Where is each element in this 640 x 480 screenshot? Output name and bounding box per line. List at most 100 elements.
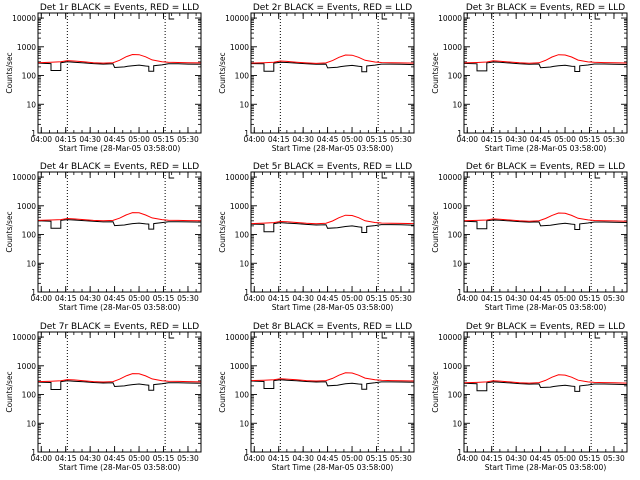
lld-series-line xyxy=(250,54,415,64)
y-tick-label: 10 xyxy=(452,259,462,268)
chart-title: Det 1r BLACK = Events, RED = LLD xyxy=(40,3,199,13)
chart-panel-6: Det 6r BLACK = Events, RED = LLD 1 10 100 10… xyxy=(431,162,628,312)
events-series-line xyxy=(463,219,628,230)
x-tick-label: 04:00 xyxy=(30,294,52,303)
plot-frame xyxy=(463,331,628,453)
events-series-line xyxy=(250,222,415,233)
x-tick-label: 05:15 xyxy=(579,454,601,463)
y-tick-label: 1 xyxy=(457,448,462,457)
x-tick-label: 05:00 xyxy=(554,454,576,463)
y-tick-label: 1000 xyxy=(230,362,249,371)
x-tick-label: 04:45 xyxy=(104,135,126,144)
y-tick-label: 10000 xyxy=(12,333,36,342)
events-series-line xyxy=(250,379,415,390)
chart-panel-5: Det 5r BLACK = Events, RED = LLD 1 10 100 10… xyxy=(218,162,415,312)
events-series-line xyxy=(463,61,628,72)
pass-marker xyxy=(381,172,388,179)
x-tick-label: 04:15 xyxy=(481,454,503,463)
x-tick-label: 04:00 xyxy=(30,454,52,463)
x-tick-label: 04:30 xyxy=(505,135,527,144)
x-tick-label: 05:15 xyxy=(153,135,175,144)
lld-series-line xyxy=(463,54,628,64)
lld-series-line xyxy=(250,372,415,382)
x-tick-label: 05:30 xyxy=(177,135,199,144)
y-tick-label: 10000 xyxy=(12,14,36,23)
x-axis-label: Start Time (28-Mar-05 03:58:00) xyxy=(272,303,394,312)
x-tick-label: 04:00 xyxy=(243,135,265,144)
y-tick-label: 1 xyxy=(31,129,36,138)
events-series-line xyxy=(37,61,202,72)
x-tick-label: 05:30 xyxy=(603,454,625,463)
chart-panel-9: Det 9r BLACK = Events, RED = LLD 1 10 100 10… xyxy=(431,322,628,472)
chart-panel-7: Det 7r BLACK = Events, RED = LLD 1 10 100 10… xyxy=(5,322,202,472)
lld-series-line xyxy=(250,214,415,225)
plot-frame xyxy=(37,331,202,453)
pass-marker xyxy=(594,172,601,179)
x-tick-label: 05:30 xyxy=(603,135,625,144)
pass-marker xyxy=(381,13,388,20)
y-axis-label: Counts/sec xyxy=(431,211,440,252)
x-tick-label: 05:00 xyxy=(341,294,363,303)
x-axis-label: Start Time (28-Mar-05 03:58:00) xyxy=(59,303,181,312)
x-tick-label: 05:30 xyxy=(603,294,625,303)
y-tick-label: 10000 xyxy=(438,173,462,182)
events-series-line xyxy=(37,380,202,391)
y-tick-label: 10 xyxy=(239,419,249,428)
chart-title: Det 6r BLACK = Events, RED = LLD xyxy=(466,162,625,172)
x-tick-label: 04:15 xyxy=(55,135,77,144)
x-tick-label: 04:00 xyxy=(456,454,478,463)
x-tick-label: 04:30 xyxy=(292,294,314,303)
y-tick-label: 10 xyxy=(452,419,462,428)
x-tick-label: 04:45 xyxy=(530,135,552,144)
y-tick-label: 1 xyxy=(31,448,36,457)
x-tick-label: 04:00 xyxy=(456,135,478,144)
x-tick-label: 04:30 xyxy=(505,454,527,463)
x-tick-label: 04:30 xyxy=(505,294,527,303)
pass-marker xyxy=(594,332,601,339)
x-tick-label: 04:45 xyxy=(530,294,552,303)
x-tick-label: 05:15 xyxy=(579,135,601,144)
y-axis-label: Counts/sec xyxy=(5,371,14,412)
y-tick-label: 100 xyxy=(22,231,37,240)
chart-panel-8: Det 8r BLACK = Events, RED = LLD 1 10 100 10… xyxy=(218,322,415,472)
x-tick-label: 05:15 xyxy=(153,454,175,463)
events-series-line xyxy=(463,381,628,392)
y-tick-label: 10 xyxy=(26,259,36,268)
x-tick-label: 04:15 xyxy=(481,135,503,144)
chart-title: Det 8r BLACK = Events, RED = LLD xyxy=(253,322,412,332)
x-axis-label: Start Time (28-Mar-05 03:58:00) xyxy=(485,303,607,312)
y-tick-label: 10000 xyxy=(438,14,462,23)
plot-frame xyxy=(37,12,202,134)
x-tick-label: 04:45 xyxy=(104,294,126,303)
x-tick-label: 04:00 xyxy=(30,135,52,144)
x-tick-label: 04:45 xyxy=(317,294,339,303)
chart-title: Det 2r BLACK = Events, RED = LLD xyxy=(253,3,412,13)
y-tick-label: 10000 xyxy=(12,173,36,182)
x-tick-label: 04:45 xyxy=(104,454,126,463)
y-axis-label: Counts/sec xyxy=(218,52,227,93)
y-tick-label: 10 xyxy=(239,259,249,268)
chart-panel-2: Det 2r BLACK = Events, RED = LLD 1 10 100 10… xyxy=(218,3,415,153)
plot-frame xyxy=(463,12,628,134)
y-tick-label: 100 xyxy=(22,391,37,400)
y-tick-label: 1000 xyxy=(443,362,462,371)
x-tick-label: 05:30 xyxy=(390,454,412,463)
chart-panel-3: Det 3r BLACK = Events, RED = LLD 1 10 100 10… xyxy=(431,3,628,153)
y-tick-label: 10 xyxy=(26,100,36,109)
chart-panel-4: Det 4r BLACK = Events, RED = LLD 1 10 100 10… xyxy=(5,162,202,312)
y-tick-label: 100 xyxy=(448,72,463,81)
y-tick-label: 1000 xyxy=(230,202,249,211)
y-tick-label: 100 xyxy=(448,231,463,240)
events-series-line xyxy=(37,219,202,230)
x-tick-label: 04:45 xyxy=(530,454,552,463)
x-tick-label: 04:00 xyxy=(243,454,265,463)
y-axis-label: Counts/sec xyxy=(5,52,14,93)
x-tick-label: 04:15 xyxy=(268,454,290,463)
lld-series-line xyxy=(463,212,628,222)
x-tick-label: 05:15 xyxy=(153,294,175,303)
pass-marker xyxy=(168,332,175,339)
x-tick-label: 04:30 xyxy=(79,454,101,463)
x-tick-label: 05:00 xyxy=(128,135,150,144)
